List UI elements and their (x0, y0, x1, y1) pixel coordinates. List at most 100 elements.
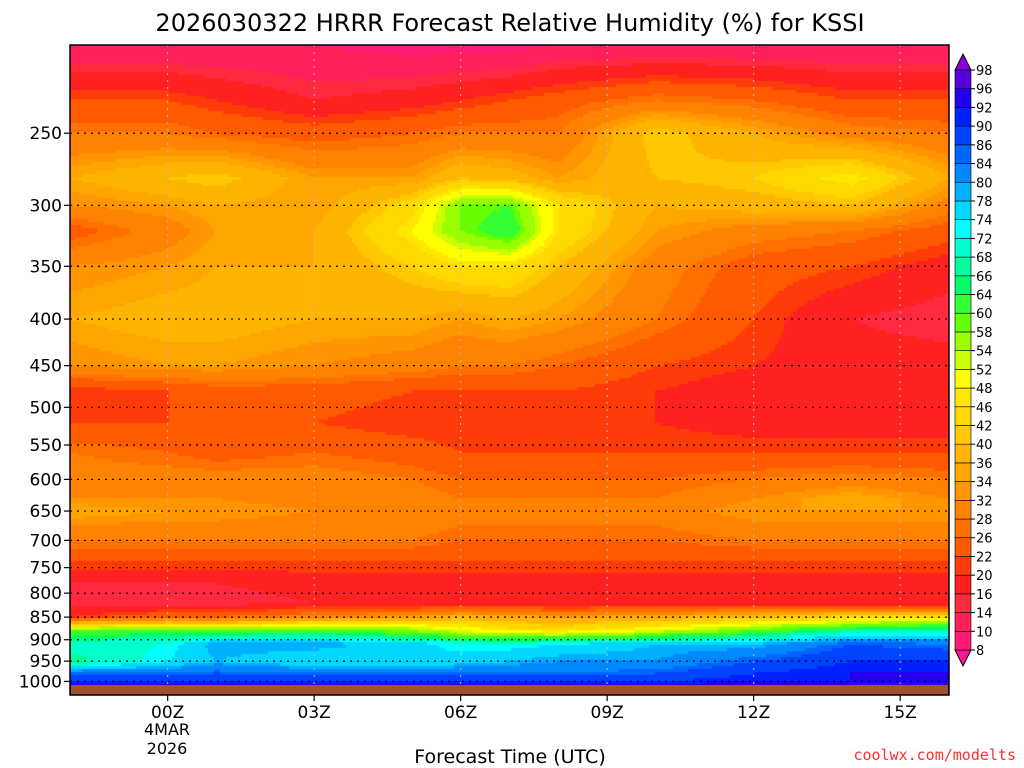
rh-heatmap (70, 45, 949, 695)
y-tick-label: 650 (30, 502, 62, 522)
plot-frame (69, 44, 950, 696)
colorbar-label: 80 (976, 176, 993, 191)
colorbar-segment (954, 125, 972, 146)
x-tick-label: 03Z (298, 703, 331, 723)
colorbar-segment (954, 462, 972, 482)
colorbar-segment (954, 481, 972, 501)
y-tick-label: 800 (30, 584, 62, 604)
colorbar-segment (954, 312, 972, 333)
colorbar-segment (954, 238, 972, 258)
grid-lines (70, 45, 949, 685)
colorbar-label: 26 (976, 532, 993, 547)
colorbar-label: 52 (976, 363, 993, 378)
colorbar-label: 92 (976, 101, 993, 116)
colorbar-label: 34 (976, 476, 993, 491)
colorbar-segment (954, 294, 972, 314)
colorbar-segment (954, 630, 972, 651)
colorbar-label: 72 (976, 232, 993, 247)
colorbar-label: 40 (976, 438, 993, 453)
colorbar-segment (954, 144, 972, 164)
y-tick-label: 1000 (19, 672, 62, 692)
x-axis: 00Z 03Z 06Z 09Z 12Z 15Z (151, 695, 917, 723)
y-tick-label: 500 (30, 398, 62, 418)
colorbar-label: 98 (976, 64, 993, 79)
colorbar-segment (954, 369, 972, 389)
colorbar-segment (954, 425, 972, 445)
credit-text: coolwx.com/modelts (853, 746, 1016, 764)
y-axis: 250 300 350 400 450 500 550 600 650 700 750 800 850 9… (19, 124, 70, 692)
colorbar-segment (954, 331, 972, 351)
colorbar: 8 10 14 16 20 22 26 28 32 34 36 40 42 46 48 52 54 58 60 64 6… (954, 52, 993, 668)
colorbar-label: 58 (976, 326, 993, 341)
colorbar-label: 10 (976, 625, 993, 640)
y-tick-label: 750 (30, 559, 62, 579)
colorbar-label: 84 (976, 158, 993, 173)
colorbar-segment (954, 612, 972, 632)
colorbar-segment (954, 69, 972, 90)
terrain-band (71, 685, 948, 695)
colorbar-segment (954, 275, 972, 295)
y-tick-label: 250 (30, 124, 62, 144)
y-tick-label: 400 (30, 310, 62, 330)
colorbar-label: 78 (976, 195, 993, 210)
colorbar-label: 20 (976, 569, 993, 584)
y-tick-label: 850 (30, 608, 62, 628)
colorbar-label: 86 (976, 139, 993, 154)
colorbar-label: 68 (976, 251, 993, 266)
colorbar-segment (954, 518, 972, 539)
colorbar-segment (954, 181, 972, 202)
colorbar-segment (954, 537, 972, 557)
colorbar-label: 74 (976, 214, 993, 229)
colorbar-segment (954, 556, 972, 576)
colorbar-label: 8 (976, 644, 984, 659)
y-tick-label: 550 (30, 436, 62, 456)
colorbar-segment (954, 219, 972, 239)
plot-area (69, 44, 950, 696)
colorbar-label: 28 (976, 513, 993, 528)
colorbar-segment (954, 350, 972, 370)
y-tick-label: 600 (30, 470, 62, 490)
colorbar-segment (954, 443, 972, 464)
colorbar-label: 32 (976, 494, 993, 509)
colorbar-label: 66 (976, 270, 993, 285)
colorbar-label: 36 (976, 457, 993, 472)
colorbar-label: 46 (976, 401, 993, 416)
colorbar-label: 22 (976, 550, 993, 565)
colorbar-segment (954, 387, 972, 408)
colorbar-label: 16 (976, 588, 993, 603)
date-label-day: 4MAR (144, 720, 190, 739)
x-tick-label: 12Z (737, 703, 770, 723)
colorbar-bottom-arrow (954, 649, 972, 668)
colorbar-label: 14 (976, 607, 993, 622)
colorbar-segment (954, 200, 972, 220)
colorbar-segment (954, 593, 972, 613)
colorbar-label: 60 (976, 307, 993, 322)
y-tick-label: 950 (30, 652, 62, 672)
x-tick-label: 09Z (591, 703, 624, 723)
x-tick-label: 15Z (884, 703, 917, 723)
chart-title: 2026030322 HRRR Forecast Relative Humidi… (155, 9, 864, 37)
colorbar-segment (954, 574, 972, 595)
colorbar-segment (954, 107, 972, 127)
y-tick-label: 450 (30, 357, 62, 377)
colorbar-label: 64 (976, 289, 993, 304)
colorbar-segment (954, 163, 972, 183)
colorbar-label: 90 (976, 120, 993, 135)
date-label-year: 2026 (147, 739, 188, 758)
colorbar-label: 42 (976, 419, 993, 434)
colorbar-label: 96 (976, 83, 993, 98)
y-tick-label: 300 (30, 196, 62, 216)
colorbar-segment (954, 406, 972, 426)
colorbar-segment (954, 500, 972, 520)
colorbar-segment (954, 88, 972, 108)
colorbar-segment (954, 256, 972, 277)
x-axis-label: Forecast Time (UTC) (414, 746, 605, 768)
y-tick-label: 350 (30, 257, 62, 277)
colorbar-label: 54 (976, 345, 993, 360)
colorbar-top-arrow (954, 52, 972, 71)
x-tick-label: 00Z (151, 703, 184, 723)
colorbar-label: 48 (976, 382, 993, 397)
x-tick-label: 06Z (444, 703, 477, 723)
y-tick-label: 900 (30, 631, 62, 651)
